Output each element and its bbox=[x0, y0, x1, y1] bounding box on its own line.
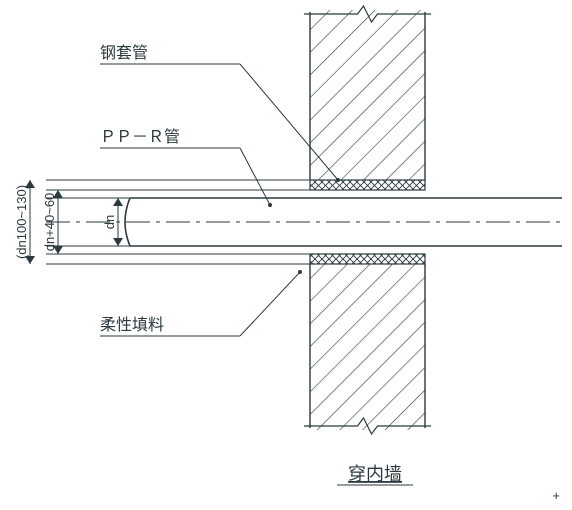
labels bbox=[100, 64, 340, 336]
wall bbox=[304, 6, 431, 434]
corner-mark: + bbox=[552, 488, 560, 503]
dim-outer-label: (dn100~130) bbox=[14, 185, 29, 259]
dim-dn-label: dn bbox=[102, 215, 117, 229]
ppr-pipe-label: ＰＰ－Ｒ管 bbox=[100, 128, 180, 146]
ppr-pipe bbox=[46, 198, 562, 246]
figure-caption: 穿内墙 bbox=[348, 464, 402, 484]
steel-sleeve-label: 钢套管 bbox=[100, 44, 148, 62]
flexible-filler-label: 柔性填料 bbox=[100, 316, 164, 334]
diagram-root: dn dn+40~60 (dn100~130) 钢套管 ＰＰ－Ｒ管柔性填料穿内墙 + bbox=[0, 0, 572, 510]
dim-mid-label: dn+40~60 bbox=[42, 193, 57, 252]
